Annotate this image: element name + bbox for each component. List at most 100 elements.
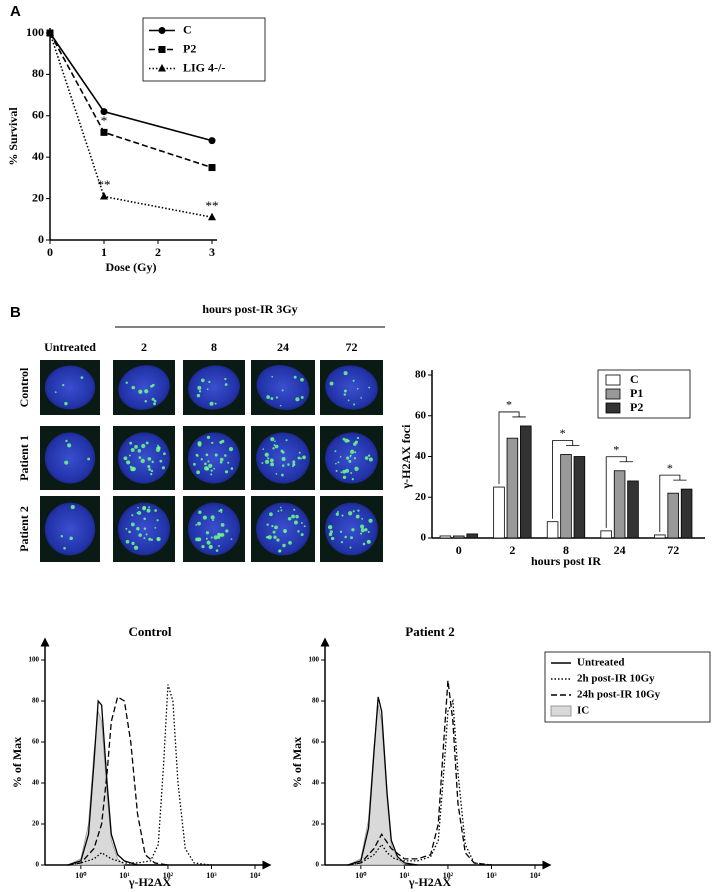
line bbox=[347, 680, 492, 866]
marker bbox=[100, 192, 108, 200]
legend-swatch bbox=[550, 705, 572, 717]
focus bbox=[144, 389, 149, 394]
x-tick-label: 10¹ bbox=[119, 871, 130, 880]
focus bbox=[148, 468, 152, 471]
focus bbox=[339, 530, 343, 533]
x-tick-label: 2 bbox=[155, 245, 161, 259]
focus bbox=[293, 463, 296, 466]
focus bbox=[138, 533, 142, 537]
marker bbox=[158, 46, 166, 53]
focus bbox=[147, 457, 152, 461]
y-tick-label: 100 bbox=[29, 656, 40, 664]
focus bbox=[141, 443, 146, 449]
x-tick-label: 10⁴ bbox=[250, 871, 261, 880]
focus bbox=[297, 530, 300, 533]
y-axis-label: γ-H2AX foci bbox=[399, 424, 413, 490]
focus bbox=[335, 462, 337, 465]
focus bbox=[129, 441, 133, 445]
focus bbox=[300, 395, 304, 399]
y-tick-label: 80 bbox=[32, 697, 40, 705]
focus bbox=[198, 510, 202, 514]
focus bbox=[340, 471, 343, 474]
focus bbox=[210, 545, 213, 547]
y-tick-label: 60 bbox=[415, 409, 427, 421]
legend-label: 24h post-IR 10Gy bbox=[577, 689, 661, 701]
focus bbox=[367, 531, 370, 534]
focus bbox=[329, 530, 333, 534]
bracket bbox=[659, 474, 687, 532]
focus bbox=[138, 456, 142, 459]
focus bbox=[224, 383, 228, 386]
nucleus bbox=[117, 432, 171, 484]
focus bbox=[193, 462, 196, 466]
focus bbox=[150, 469, 154, 473]
focus bbox=[137, 528, 140, 531]
focus bbox=[353, 457, 357, 460]
legend-label: P2 bbox=[183, 41, 196, 55]
focus bbox=[352, 379, 355, 382]
chart-title: Patient 2 bbox=[405, 624, 454, 639]
focus bbox=[205, 537, 208, 540]
focus bbox=[362, 542, 366, 546]
focus bbox=[219, 508, 223, 512]
focus bbox=[281, 457, 286, 462]
nucleus bbox=[118, 365, 170, 410]
focus bbox=[331, 536, 335, 541]
focus bbox=[274, 440, 276, 443]
focus bbox=[144, 399, 148, 403]
focus bbox=[205, 453, 209, 457]
bar bbox=[466, 533, 478, 539]
focus bbox=[281, 464, 285, 467]
focus bbox=[291, 514, 295, 519]
focus bbox=[270, 397, 274, 400]
focus bbox=[138, 389, 143, 394]
focus bbox=[224, 454, 227, 457]
x-tick-label: 24 bbox=[614, 543, 626, 557]
focus bbox=[200, 458, 203, 461]
focus bbox=[195, 537, 199, 542]
focus bbox=[148, 506, 151, 509]
focus bbox=[368, 386, 371, 389]
focus bbox=[271, 524, 274, 528]
focus bbox=[218, 510, 221, 513]
focus bbox=[134, 445, 138, 449]
nucleus bbox=[325, 365, 378, 410]
line bbox=[67, 695, 169, 866]
x-axis-label: γ-H2AX bbox=[408, 875, 452, 889]
focus bbox=[353, 403, 356, 406]
focus bbox=[204, 466, 209, 471]
column-header: 24 bbox=[277, 340, 289, 354]
annotation: * bbox=[101, 113, 108, 128]
focus bbox=[156, 519, 159, 522]
focus bbox=[266, 395, 270, 399]
focus bbox=[87, 457, 91, 461]
focus bbox=[64, 460, 69, 465]
marker bbox=[208, 164, 216, 172]
focus bbox=[287, 463, 290, 466]
y-tick-label: 40 bbox=[32, 779, 40, 787]
focus bbox=[343, 389, 347, 393]
legend-label: Untreated bbox=[577, 657, 624, 669]
focus bbox=[145, 533, 148, 536]
focus bbox=[196, 470, 201, 475]
focus bbox=[329, 381, 334, 386]
focus bbox=[210, 469, 213, 472]
focus bbox=[272, 447, 275, 450]
x-tick-label: 72 bbox=[667, 543, 679, 557]
bar bbox=[520, 425, 532, 539]
focus bbox=[220, 523, 225, 527]
marker bbox=[208, 212, 216, 221]
chart-title: Control bbox=[128, 624, 171, 639]
focus bbox=[300, 457, 302, 460]
legend-label: P2 bbox=[630, 400, 643, 414]
legend-swatch bbox=[605, 388, 621, 400]
focus bbox=[261, 462, 264, 464]
focus bbox=[217, 535, 221, 539]
focus bbox=[151, 460, 154, 464]
focus bbox=[266, 523, 269, 526]
marker bbox=[100, 108, 108, 116]
bar bbox=[546, 521, 559, 539]
focus bbox=[202, 515, 207, 520]
focus bbox=[214, 402, 217, 405]
annotation: * bbox=[560, 426, 566, 440]
